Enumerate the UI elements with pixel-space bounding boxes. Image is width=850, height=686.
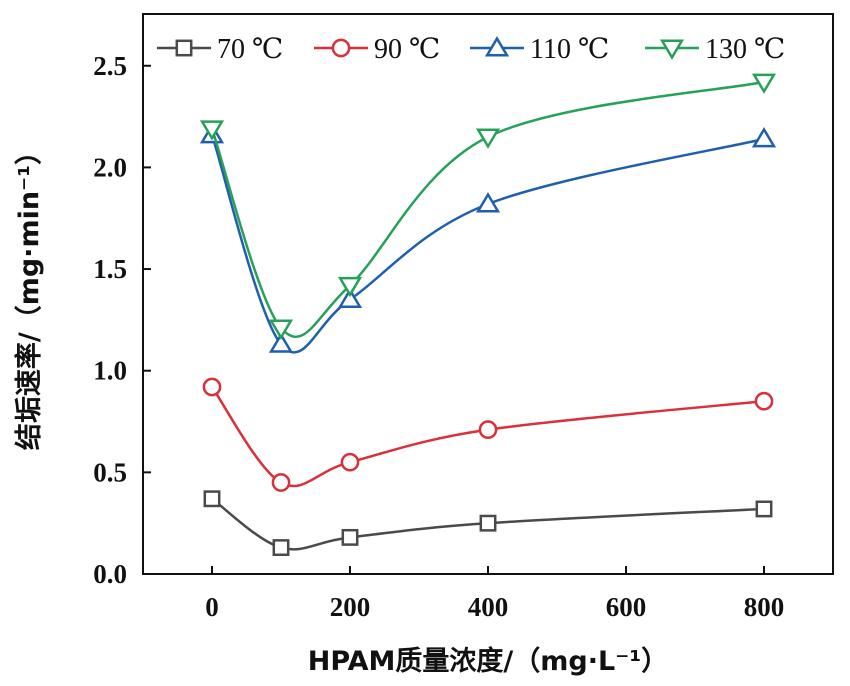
series-line <box>210 386 765 488</box>
data-point-square <box>755 500 773 518</box>
legend-label: 70 ℃ <box>217 34 283 65</box>
data-point-square <box>272 539 290 557</box>
y-axis-title: 结垢速率/（mg·min⁻¹） <box>13 138 45 450</box>
y-tick-label: 1.5 <box>93 254 127 284</box>
data-point-circle <box>478 420 498 440</box>
data-point-square <box>175 39 193 57</box>
data-point-triangle-up <box>268 332 294 353</box>
legend: 70 ℃ 90 ℃ 110 ℃ 130 ℃ <box>157 34 785 65</box>
y-tick-label: 2.0 <box>93 152 127 182</box>
series-2 <box>199 122 777 354</box>
series-layer <box>199 73 777 557</box>
data-point-circle <box>271 473 291 492</box>
legend-label: 110 ℃ <box>530 34 609 65</box>
data-point-triangle-down <box>337 276 363 298</box>
legend-label: 130 ℃ <box>705 34 785 65</box>
legend-item: 70 ℃ <box>157 34 283 65</box>
data-point-circle <box>340 452 360 472</box>
series-1 <box>202 377 774 492</box>
data-point-square <box>479 514 497 532</box>
series-line <box>210 134 765 354</box>
data-point-triangle-up <box>337 287 363 308</box>
x-tick-label: 800 <box>744 592 785 622</box>
data-point-triangle-down <box>475 128 501 149</box>
data-point-triangle-up <box>484 36 510 57</box>
legend-item: 90 ℃ <box>314 34 440 65</box>
data-point-square <box>341 528 359 546</box>
x-tick-label: 600 <box>606 592 647 622</box>
x-tick-label: 0 <box>205 592 219 622</box>
legend-item: 130 ℃ <box>645 34 785 65</box>
data-point-triangle-up <box>475 192 501 213</box>
series-0 <box>203 490 773 557</box>
data-point-circle <box>754 391 774 411</box>
y-tick-label: 0.5 <box>93 457 127 487</box>
data-point-triangle-down <box>199 120 225 141</box>
y-tick-label: 1.0 <box>93 356 127 386</box>
x-tick-label: 200 <box>330 592 371 622</box>
data-point-circle <box>202 377 222 397</box>
y-tick-label: 2.5 <box>93 51 127 81</box>
x-axis-title: HPAM质量浓度/（mg·L⁻¹） <box>308 645 669 677</box>
y-tick-label: 0.0 <box>93 559 127 589</box>
data-point-triangle-down <box>751 73 777 94</box>
legend-label: 90 ℃ <box>374 34 440 65</box>
series-3 <box>199 73 777 340</box>
legend-item: 110 ℃ <box>470 34 609 65</box>
data-point-triangle-down <box>659 39 685 60</box>
data-point-circle <box>331 38 351 58</box>
series-line <box>211 497 765 551</box>
data-point-triangle-up <box>751 127 777 148</box>
plot-frame <box>142 13 834 575</box>
axis-ticks: 0 200 400 600 800 0.0 0.5 1.0 1.5 2.0 2.5 <box>93 51 784 622</box>
series-line <box>210 80 765 338</box>
data-point-triangle-down <box>268 319 294 340</box>
data-point-square <box>203 490 221 508</box>
x-tick-label: 400 <box>468 592 509 622</box>
